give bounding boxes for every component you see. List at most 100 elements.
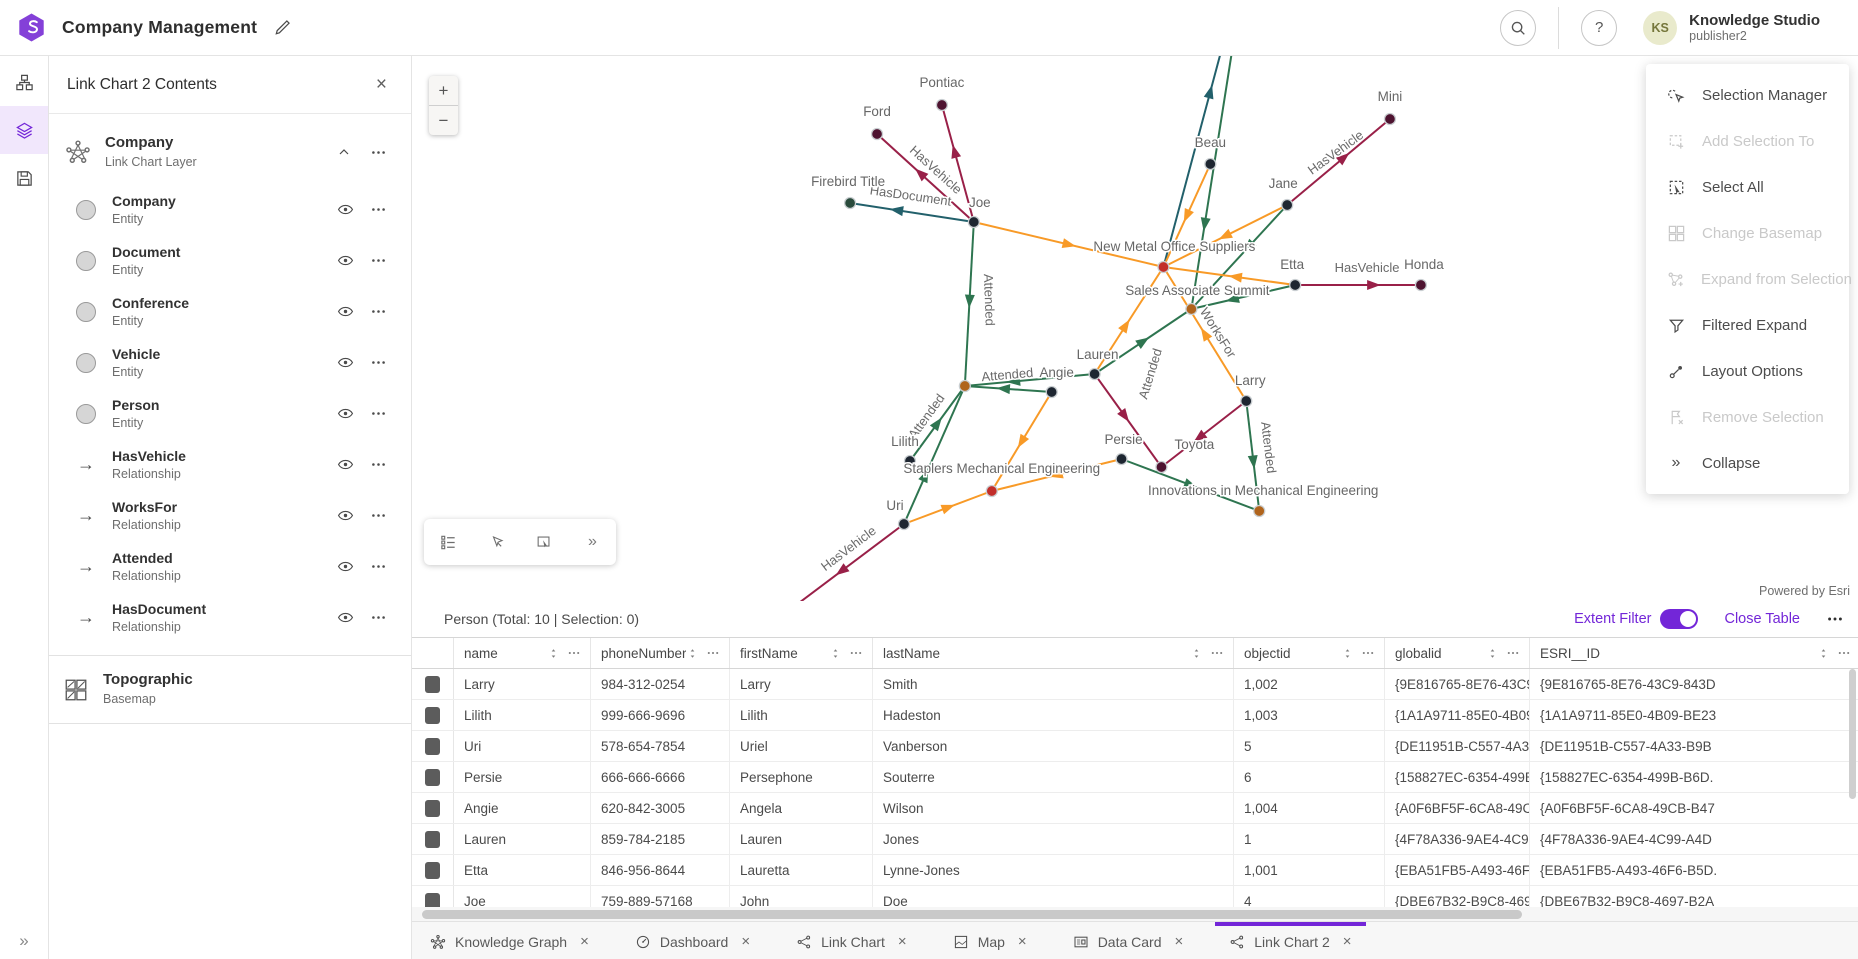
layer-item-attended[interactable]: → Attended Relationship [49,541,411,592]
layer-item-worksfor[interactable]: → WorksFor Relationship [49,490,411,541]
tab-map[interactable]: Map × [943,922,1037,959]
graph-node-etta[interactable] [1289,278,1302,292]
item-options-icon[interactable] [370,558,387,575]
close-table-button[interactable]: Close Table [1724,611,1800,627]
row-checkbox[interactable] [425,737,440,755]
legend-button[interactable] [431,525,465,559]
link-chart-graph[interactable]: HasVehicleHasDocumentAttendedHasVehicleH… [412,56,1858,601]
menu-item-filtered-expand[interactable]: Filtered Expand [1646,302,1849,348]
graph-node-ford[interactable] [870,127,884,141]
row-checkbox[interactable] [425,892,440,910]
graph-node-innov[interactable] [1253,504,1266,518]
table-row[interactable]: Lauren 859-784-2185 Lauren Jones 1 {4F78A336-… [412,824,1858,855]
basemap-row[interactable]: Topographic Basemap [49,655,411,724]
graph-node-mini[interactable] [1383,112,1397,126]
edit-title-button[interactable] [273,18,292,37]
graph-node-firebird[interactable] [843,196,857,210]
table-row[interactable]: Larry 984-312-0254 Larry Smith 1,002 {9E81676… [412,669,1858,700]
extent-filter-toggle[interactable] [1660,609,1699,629]
table-row[interactable]: Persie 666-666-6666 Persephone Souterre 6 {15… [412,762,1858,793]
select-tool-button[interactable] [479,525,513,559]
graph-node-honda[interactable] [1414,278,1428,292]
column-menu-icon[interactable] [567,646,581,660]
tab-close-icon[interactable]: × [741,933,751,950]
graph-node-nmos[interactable] [1157,260,1170,274]
link-chart-canvas[interactable]: HasVehicle HasDocument Attended HasVehicle H… [412,56,1858,601]
menu-item-select-all[interactable]: Select All [1646,164,1849,210]
item-options-icon[interactable] [370,252,387,269]
layer-options-icon[interactable] [370,144,387,161]
tab-link-chart-2[interactable]: Link Chart 2 × [1215,922,1366,959]
column-menu-icon[interactable] [706,646,720,660]
column-menu-icon[interactable] [1210,646,1224,660]
item-options-icon[interactable] [370,609,387,626]
sort-icon[interactable] [1190,647,1203,660]
visibility-eye-icon[interactable] [337,609,354,626]
visibility-eye-icon[interactable] [337,303,354,320]
visibility-eye-icon[interactable] [337,558,354,575]
link-chart-layer-row[interactable]: Company Link Chart Layer [49,114,411,174]
save-button[interactable] [0,154,48,202]
tab-close-icon[interactable]: × [1017,933,1027,950]
visibility-eye-icon[interactable] [337,354,354,371]
table-row[interactable]: Etta 846-956-8644 Lauretta Lynne-Jones 1,001… [412,855,1858,886]
item-options-icon[interactable] [370,201,387,218]
table-row[interactable]: Lilith 999-666-9696 Lilith Hadeston 1,003 {1A… [412,700,1858,731]
layer-item-conference[interactable]: Conference Entity [49,286,411,337]
sort-icon[interactable] [1486,647,1499,660]
row-checkbox[interactable] [425,706,440,724]
visibility-eye-icon[interactable] [337,405,354,422]
graph-node-uri[interactable] [897,517,911,531]
rail-collapse-button[interactable]: » [19,931,29,950]
graph-node-lilith[interactable] [903,454,917,468]
search-button[interactable] [1500,9,1537,46]
rectangle-select-button[interactable] [527,525,561,559]
user-info[interactable]: Knowledge Studio publisher2 [1689,12,1844,44]
zoom-out-button[interactable]: − [429,105,458,135]
column-header-name[interactable]: name [454,638,591,668]
column-header-globalid[interactable]: globalid [1385,638,1530,668]
graph-node-staplers[interactable] [985,484,998,498]
column-header-firstName[interactable]: firstName [730,638,873,668]
row-checkbox[interactable] [425,799,440,817]
graph-node-lauren[interactable] [1088,367,1101,381]
graph-node-persie[interactable] [1115,452,1128,466]
visibility-eye-icon[interactable] [337,252,354,269]
graph-node-toyota[interactable] [1155,460,1168,474]
graph-node-joe[interactable] [967,215,980,229]
column-header-phoneNumber[interactable]: phoneNumber [591,638,730,668]
column-header-objectid[interactable]: objectid [1234,638,1385,668]
row-checkbox[interactable] [425,861,440,879]
layer-item-company[interactable]: Company Entity [49,184,411,235]
graph-node-larry[interactable] [1240,394,1253,408]
layer-item-hasdocument[interactable]: → HasDocument Relationship [49,592,411,643]
column-menu-icon[interactable] [1506,646,1520,660]
column-menu-icon[interactable] [1361,646,1375,660]
item-options-icon[interactable] [370,354,387,371]
tab-close-icon[interactable]: × [1342,933,1352,950]
visibility-eye-icon[interactable] [337,507,354,524]
sort-icon[interactable] [1341,647,1354,660]
menu-item-layout-options[interactable]: Layout Options [1646,348,1849,394]
visibility-eye-icon[interactable] [337,201,354,218]
layer-item-document[interactable]: Document Entity [49,235,411,286]
tab-close-icon[interactable]: × [580,933,589,950]
menu-item-selection-manager[interactable]: Selection Manager [1646,72,1849,118]
graph-node-sas[interactable] [1185,302,1198,316]
item-options-icon[interactable] [370,303,387,320]
sort-icon[interactable] [686,647,699,660]
menu-item-collapse[interactable]: » Collapse [1646,440,1849,486]
tab-close-icon[interactable]: × [897,933,907,950]
graph-node-conf2[interactable] [958,379,971,393]
item-options-icon[interactable] [370,507,387,524]
layer-item-hasvehicle[interactable]: → HasVehicle Relationship [49,439,411,490]
graph-node-jane[interactable] [1281,198,1294,212]
layers-button[interactable] [0,106,48,154]
item-options-icon[interactable] [370,456,387,473]
table-options-button[interactable] [1826,610,1844,628]
tab-link-chart[interactable]: Link Chart × [786,922,917,959]
table-row[interactable]: Angie 620-842-3005 Angela Wilson 1,004 {A0F6B… [412,793,1858,824]
graph-node-pontiac[interactable] [935,98,949,112]
item-options-icon[interactable] [370,405,387,422]
collapse-layer-chevron-icon[interactable] [336,144,352,160]
